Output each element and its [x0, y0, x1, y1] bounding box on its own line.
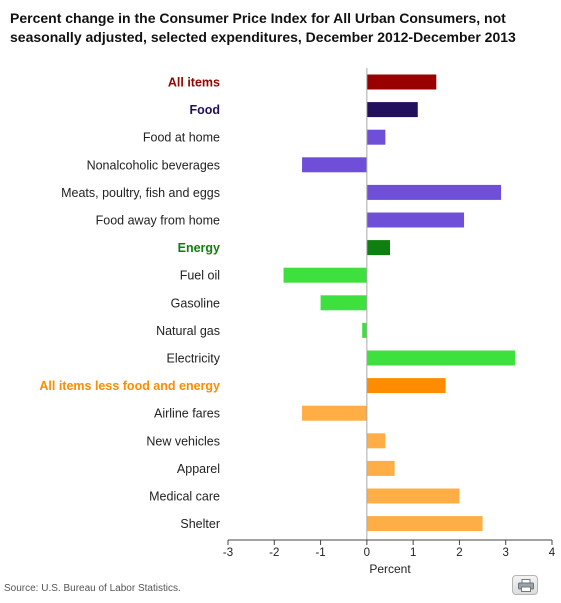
- x-tick-label: -3: [223, 547, 233, 559]
- x-tick-label: -2: [269, 547, 279, 559]
- category-label: All items less food and energy: [39, 379, 220, 393]
- category-label: Medical care: [149, 490, 220, 504]
- category-label: Meats, poultry, fish and eggs: [61, 186, 220, 200]
- category-label: Electricity: [167, 352, 221, 366]
- bar-apparel[interactable]: [366, 460, 395, 476]
- bar-natural-gas[interactable]: [362, 322, 367, 338]
- category-label: Shelter: [180, 517, 220, 531]
- category-label: Food: [189, 103, 220, 117]
- bar-medical-care[interactable]: [366, 488, 460, 504]
- category-label: Food at home: [143, 131, 220, 145]
- bar-shelter[interactable]: [366, 516, 483, 532]
- category-label: All items: [168, 76, 220, 90]
- category-label: Apparel: [177, 462, 220, 476]
- bar-food-at-home[interactable]: [366, 129, 386, 145]
- bar-gasoline[interactable]: [320, 295, 367, 311]
- category-label: Food away from home: [96, 214, 220, 228]
- x-tick-label: 4: [549, 547, 556, 559]
- x-tick-label: 0: [364, 547, 370, 559]
- category-label: Gasoline: [171, 296, 220, 310]
- category-label: Energy: [178, 241, 220, 255]
- x-tick-label: 1: [410, 547, 416, 559]
- source-note: Source: U.S. Bureau of Labor Statistics.: [4, 583, 181, 594]
- bar-new-vehicles[interactable]: [366, 433, 386, 449]
- category-labels: All items Food Food at home Nonalcoholic be…: [39, 76, 220, 532]
- bar-meats-poultry-fish-and-eggs[interactable]: [366, 184, 502, 200]
- x-axis-label: Percent: [369, 562, 411, 576]
- bar-electricity[interactable]: [366, 350, 515, 366]
- printer-icon: [518, 579, 534, 592]
- bar-all-items-less-food-and-energy[interactable]: [366, 378, 446, 394]
- bar-fuel-oil[interactable]: [283, 267, 367, 283]
- x-tick-label: 2: [456, 547, 462, 559]
- bar-all-items[interactable]: [366, 74, 437, 90]
- category-label: Airline fares: [154, 407, 220, 421]
- print-button[interactable]: [512, 575, 538, 595]
- bar-food[interactable]: [366, 102, 418, 118]
- category-label: Nonalcoholic beverages: [87, 158, 220, 172]
- bar-airline-fares[interactable]: [302, 405, 367, 421]
- category-label: New vehicles: [146, 434, 220, 448]
- bars-group: [283, 74, 515, 532]
- category-label: Natural gas: [156, 324, 220, 338]
- bar-nonalcoholic-beverages[interactable]: [302, 157, 367, 173]
- x-ticks: -3 -2 -1 0 1 2 3 4: [223, 540, 556, 559]
- x-tick-label: -1: [315, 547, 325, 559]
- x-tick-label: 3: [503, 547, 509, 559]
- bar-food-away-from-home[interactable]: [366, 212, 465, 228]
- category-label: Fuel oil: [180, 269, 220, 283]
- bar-energy[interactable]: [366, 240, 390, 256]
- chart-title: Percent change in the Consumer Price Ind…: [10, 10, 516, 45]
